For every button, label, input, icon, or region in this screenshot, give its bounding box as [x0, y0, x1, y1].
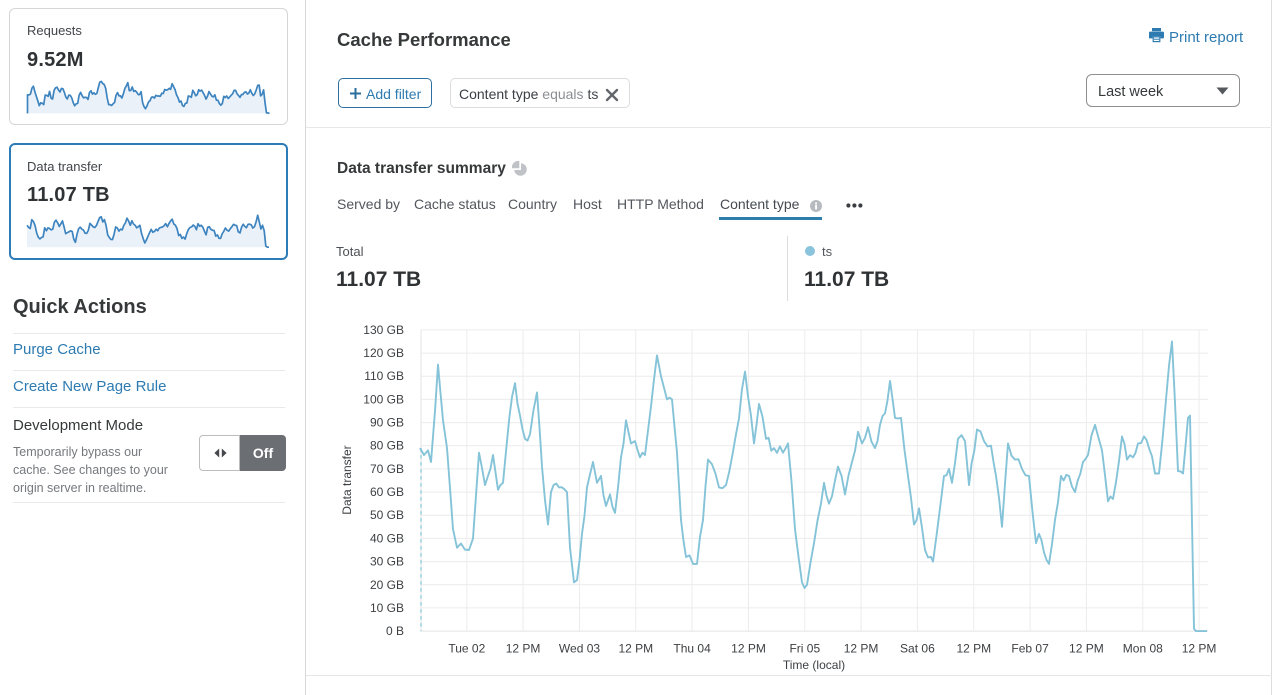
- svg-text:12 PM: 12 PM: [956, 642, 991, 656]
- svg-text:12 PM: 12 PM: [506, 642, 541, 656]
- svg-text:Fri 05: Fri 05: [789, 642, 820, 656]
- svg-text:100 GB: 100 GB: [363, 392, 404, 406]
- svg-text:12 PM: 12 PM: [618, 642, 653, 656]
- svg-text:12 PM: 12 PM: [1182, 642, 1217, 656]
- svg-text:Thu 04: Thu 04: [673, 642, 711, 656]
- svg-text:30 GB: 30 GB: [370, 555, 404, 569]
- svg-text:70 GB: 70 GB: [370, 462, 404, 476]
- svg-text:0 B: 0 B: [386, 624, 404, 638]
- svg-text:Time (local): Time (local): [783, 658, 845, 672]
- svg-text:20 GB: 20 GB: [370, 578, 404, 592]
- svg-text:Sat 06: Sat 06: [900, 642, 935, 656]
- svg-text:40 GB: 40 GB: [370, 531, 404, 545]
- svg-text:Data transfer: Data transfer: [340, 445, 354, 514]
- svg-text:12 PM: 12 PM: [844, 642, 879, 656]
- svg-text:Mon 08: Mon 08: [1123, 642, 1163, 656]
- svg-text:50 GB: 50 GB: [370, 508, 404, 522]
- svg-text:Feb 07: Feb 07: [1011, 642, 1049, 656]
- svg-text:90 GB: 90 GB: [370, 416, 404, 430]
- svg-text:12 PM: 12 PM: [731, 642, 766, 656]
- svg-text:60 GB: 60 GB: [370, 485, 404, 499]
- svg-text:12 PM: 12 PM: [1069, 642, 1104, 656]
- svg-text:80 GB: 80 GB: [370, 439, 404, 453]
- svg-text:Wed 03: Wed 03: [559, 642, 600, 656]
- svg-text:130 GB: 130 GB: [363, 323, 404, 337]
- svg-text:Tue 02: Tue 02: [448, 642, 485, 656]
- svg-text:10 GB: 10 GB: [370, 601, 404, 615]
- svg-text:110 GB: 110 GB: [364, 369, 404, 383]
- svg-text:120 GB: 120 GB: [363, 346, 404, 360]
